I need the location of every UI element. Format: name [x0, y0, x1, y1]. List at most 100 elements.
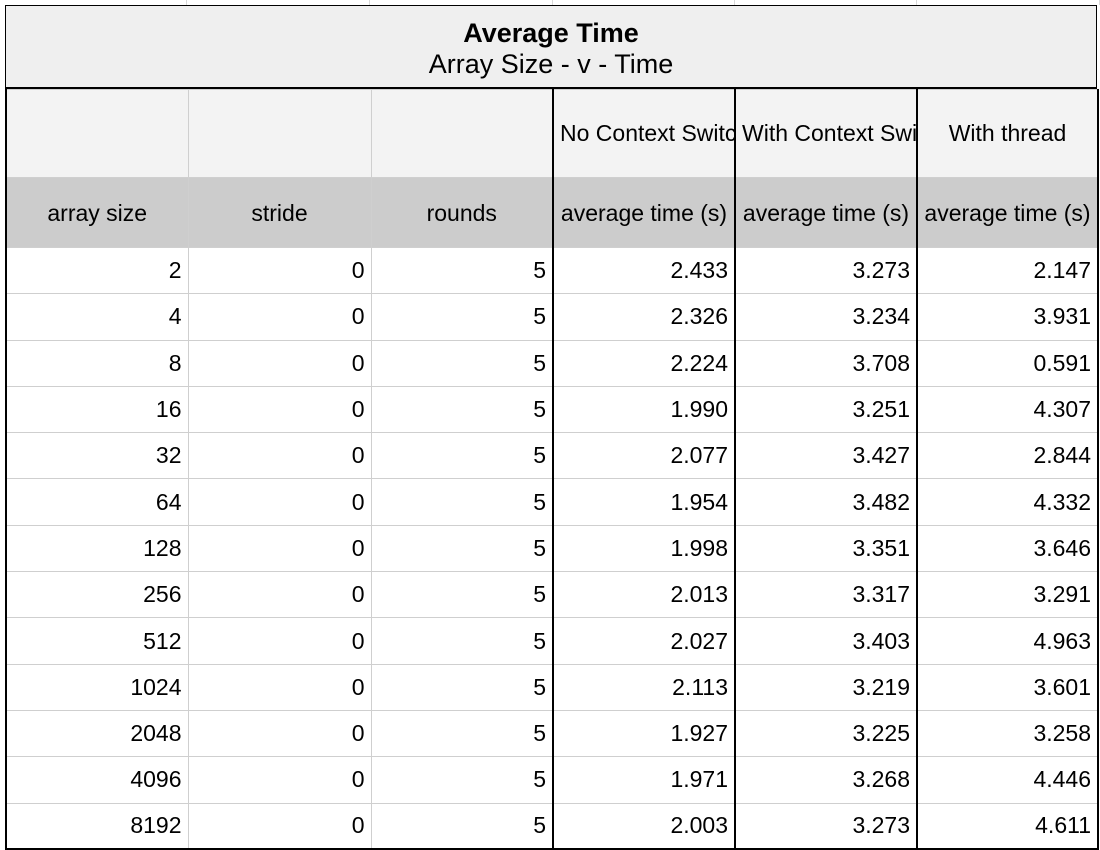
cell-with-context-switch-time[interactable]: 3.708 [734, 339, 918, 387]
cell-stride[interactable]: 0 [187, 293, 372, 341]
cell-with-thread-time[interactable]: 2.147 [916, 246, 1099, 295]
cell-rounds[interactable]: 5 [370, 617, 554, 665]
cell-with-context-switch-time[interactable]: 3.351 [734, 524, 918, 573]
table-row: 2 0 5 2.433 3.273 2.147 [5, 246, 1099, 295]
group-header-with-thread[interactable]: With thread [916, 89, 1099, 178]
cell-stride[interactable]: 0 [187, 663, 372, 711]
cell-with-context-switch-time[interactable]: 3.234 [734, 293, 918, 341]
cell-stride[interactable]: 0 [187, 246, 372, 295]
cell-with-context-switch-time[interactable]: 3.403 [734, 617, 918, 665]
cell-with-context-switch-time[interactable]: 3.482 [734, 478, 918, 526]
cell-rounds[interactable]: 5 [370, 524, 554, 573]
cell-stride[interactable]: 0 [187, 802, 372, 850]
cell-rounds[interactable]: 5 [370, 339, 554, 387]
cell-stride[interactable]: 0 [187, 709, 372, 758]
table-row: 32 0 5 2.077 3.427 2.844 [5, 432, 1099, 480]
cell-no-context-switch-time[interactable]: 1.998 [552, 524, 736, 573]
cell-with-context-switch-time[interactable]: 3.273 [734, 246, 918, 295]
group-header-with-context-switch[interactable]: With Context Switch [734, 89, 918, 178]
cell-no-context-switch-time[interactable]: 1.971 [552, 756, 736, 804]
table-subtitle: Array Size - v - Time [428, 49, 674, 79]
cell-rounds[interactable]: 5 [370, 663, 554, 711]
column-header-rounds[interactable]: rounds [370, 177, 554, 248]
group-header-no-context-switch[interactable]: No Context Switch [552, 89, 736, 178]
cell-with-thread-time[interactable]: 3.291 [916, 571, 1099, 619]
cell-no-context-switch-time[interactable]: 2.003 [552, 802, 736, 850]
cell-stride[interactable]: 0 [187, 478, 372, 526]
cell-rounds[interactable]: 5 [370, 571, 554, 619]
cell-rounds[interactable]: 5 [370, 756, 554, 804]
cell-with-thread-time[interactable]: 4.307 [916, 385, 1099, 434]
cell-with-context-switch-time[interactable]: 3.268 [734, 756, 918, 804]
cell-array-size[interactable]: 2048 [5, 709, 189, 758]
column-header-stride[interactable]: stride [187, 177, 372, 248]
spreadsheet: Average Time Array Size - v - Time No Co… [5, 0, 1100, 850]
cell-with-context-switch-time[interactable]: 3.427 [734, 432, 918, 480]
cell-stride[interactable]: 0 [187, 339, 372, 387]
cell-stride[interactable]: 0 [187, 524, 372, 573]
cell-array-size[interactable]: 32 [5, 432, 189, 480]
cell-array-size[interactable]: 512 [5, 617, 189, 665]
cell-no-context-switch-time[interactable]: 1.954 [552, 478, 736, 526]
group-header-cell[interactable] [187, 89, 372, 178]
cell-with-thread-time[interactable]: 0.591 [916, 339, 1099, 387]
cell-no-context-switch-time[interactable]: 1.990 [552, 385, 736, 434]
cell-rounds[interactable]: 5 [370, 246, 554, 295]
cell-with-thread-time[interactable]: 4.963 [916, 617, 1099, 665]
cell-rounds[interactable]: 5 [370, 293, 554, 341]
cell-array-size[interactable]: 8192 [5, 802, 189, 850]
cell-array-size[interactable]: 4 [5, 293, 189, 341]
cell-rounds[interactable]: 5 [370, 478, 554, 526]
group-header-cell[interactable] [370, 89, 554, 178]
cell-stride[interactable]: 0 [187, 571, 372, 619]
cell-array-size[interactable]: 256 [5, 571, 189, 619]
cell-rounds[interactable]: 5 [370, 432, 554, 480]
merged-title-cell[interactable]: Average Time Array Size - v - Time [5, 5, 1097, 89]
cell-with-thread-time[interactable]: 2.844 [916, 432, 1099, 480]
cell-with-context-switch-time[interactable]: 3.225 [734, 709, 918, 758]
cell-with-thread-time[interactable]: 4.446 [916, 756, 1099, 804]
cell-stride[interactable]: 0 [187, 617, 372, 665]
cell-no-context-switch-time[interactable]: 2.013 [552, 571, 736, 619]
cell-with-context-switch-time[interactable]: 3.251 [734, 385, 918, 434]
table-row: 8 0 5 2.224 3.708 0.591 [5, 339, 1099, 387]
cell-no-context-switch-time[interactable]: 2.433 [552, 246, 736, 295]
cell-array-size[interactable]: 128 [5, 524, 189, 573]
table-row: 16 0 5 1.990 3.251 4.307 [5, 385, 1099, 434]
cell-with-thread-time[interactable]: 3.601 [916, 663, 1099, 711]
cell-array-size[interactable]: 2 [5, 246, 189, 295]
cell-stride[interactable]: 0 [187, 432, 372, 480]
cell-array-size[interactable]: 16 [5, 385, 189, 434]
cell-with-thread-time[interactable]: 3.931 [916, 293, 1099, 341]
cell-stride[interactable]: 0 [187, 385, 372, 434]
cell-no-context-switch-time[interactable]: 2.027 [552, 617, 736, 665]
cell-array-size[interactable]: 8 [5, 339, 189, 387]
cell-no-context-switch-time[interactable]: 1.927 [552, 709, 736, 758]
column-header-average-time[interactable]: average time (s) [734, 177, 918, 248]
cell-no-context-switch-time[interactable]: 2.326 [552, 293, 736, 341]
cell-with-context-switch-time[interactable]: 3.219 [734, 663, 918, 711]
column-header-array-size[interactable]: array size [5, 177, 189, 248]
cell-with-context-switch-time[interactable]: 3.273 [734, 802, 918, 850]
column-header-average-time[interactable]: average time (s) [552, 177, 736, 248]
table-title: Average Time [463, 18, 639, 48]
cell-no-context-switch-time[interactable]: 2.113 [552, 663, 736, 711]
cell-with-thread-time[interactable]: 3.646 [916, 524, 1099, 573]
cell-rounds[interactable]: 5 [370, 385, 554, 434]
cell-stride[interactable]: 0 [187, 756, 372, 804]
group-header-cell[interactable] [5, 89, 189, 178]
cell-with-thread-time[interactable]: 3.258 [916, 709, 1099, 758]
cell-no-context-switch-time[interactable]: 2.077 [552, 432, 736, 480]
cell-rounds[interactable]: 5 [370, 709, 554, 758]
cell-array-size[interactable]: 4096 [5, 756, 189, 804]
column-header-average-time[interactable]: average time (s) [916, 177, 1099, 248]
cell-array-size[interactable]: 64 [5, 478, 189, 526]
cell-with-thread-time[interactable]: 4.611 [916, 802, 1099, 850]
table-row: 128 0 5 1.998 3.351 3.646 [5, 524, 1099, 573]
cell-with-thread-time[interactable]: 4.332 [916, 478, 1099, 526]
cell-with-context-switch-time[interactable]: 3.317 [734, 571, 918, 619]
cell-no-context-switch-time[interactable]: 2.224 [552, 339, 736, 387]
table-row: 512 0 5 2.027 3.403 4.963 [5, 617, 1099, 665]
cell-rounds[interactable]: 5 [370, 802, 554, 850]
cell-array-size[interactable]: 1024 [5, 663, 189, 711]
